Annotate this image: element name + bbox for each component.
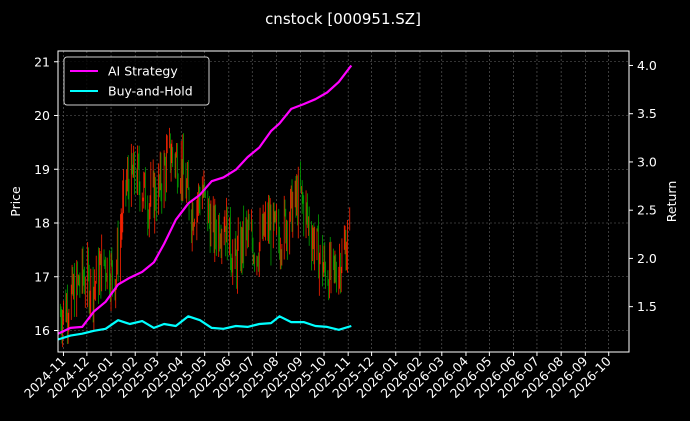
y-left-tick-label: 20 [34, 108, 50, 123]
y-right-tick-label: 3.5 [637, 106, 657, 121]
y-right-tick-label: 4.0 [637, 58, 657, 73]
y-right-tick-label: 3.0 [637, 154, 657, 169]
y-right-tick-label: 2.0 [637, 251, 657, 266]
chart-title: cnstock [000951.SZ] [265, 10, 421, 28]
y-right-tick-label: 2.5 [637, 203, 657, 218]
y-axis-label-right: Return [664, 181, 679, 222]
buy-and-hold-line [57, 315, 352, 341]
plot-frame [57, 50, 630, 353]
legend-label-buy-and-hold: Buy-and-Hold [108, 84, 193, 99]
legend-box [63, 56, 210, 106]
legend-label-ai-strategy: AI Strategy [108, 64, 178, 79]
legend: AI Strategy Buy-and-Hold [63, 56, 210, 106]
candlestick-layer [59, 127, 351, 348]
y-left-tick-label: 18 [34, 216, 50, 231]
y-right-tick-label: 1.5 [637, 299, 657, 314]
y-axis-label-left: Price [8, 186, 23, 217]
y-left-tick-label: 16 [34, 323, 50, 338]
return-lines-layer [57, 64, 353, 341]
ai-strategy-line [57, 64, 353, 335]
grid-layer [58, 51, 629, 352]
y-left-tick-label: 21 [34, 54, 50, 69]
y-left-tick-label: 19 [34, 162, 50, 177]
y-left-tick-label: 17 [34, 269, 50, 284]
